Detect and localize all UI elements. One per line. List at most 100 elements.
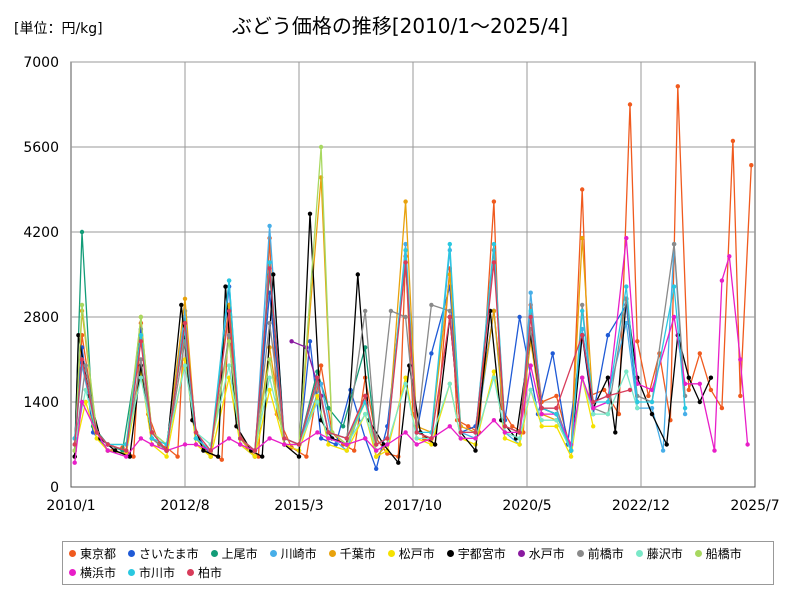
data-point [697, 381, 702, 386]
data-point [491, 369, 497, 374]
data-point [282, 436, 287, 441]
legend-label: 市川市 [139, 566, 176, 580]
data-point [226, 339, 232, 344]
data-point [624, 235, 629, 241]
data-point [664, 442, 669, 447]
data-point [374, 448, 379, 453]
data-point [635, 405, 640, 411]
data-point [388, 308, 394, 314]
data-point [502, 430, 508, 435]
data-point [267, 223, 272, 229]
data-point [627, 102, 633, 107]
data-point [326, 405, 331, 411]
data-point [226, 278, 232, 283]
data-point [201, 448, 206, 453]
data-point [385, 442, 390, 447]
data-point [613, 430, 618, 435]
data-point [712, 448, 717, 453]
legend-label: 水戸市 [528, 547, 565, 561]
data-point [226, 333, 232, 338]
data-point [223, 284, 228, 289]
data-point [72, 460, 77, 465]
legend-item: 市川市 [128, 563, 175, 582]
data-point [363, 345, 368, 350]
data-point [719, 405, 725, 411]
data-point [458, 430, 463, 435]
data-point [138, 357, 144, 362]
legend-label: 柏市 [198, 566, 223, 580]
legend-label: 東京都 [80, 547, 117, 561]
data-point [138, 339, 144, 344]
data-point [554, 424, 559, 429]
data-point [267, 260, 272, 265]
data-point [591, 411, 596, 417]
data-point [517, 436, 522, 441]
legend-label: 横浜市 [80, 566, 117, 580]
data-point [403, 248, 408, 253]
data-point [554, 411, 559, 417]
data-point [344, 448, 349, 453]
data-point [374, 454, 379, 459]
data-point [315, 393, 320, 399]
legend-item: 松戸市 [387, 544, 435, 563]
legend-item: 横浜市 [69, 563, 116, 582]
data-point [215, 454, 221, 459]
data-point [182, 442, 188, 447]
data-point [414, 430, 419, 435]
data-point [491, 375, 497, 380]
data-point [238, 436, 243, 441]
series-line [74, 358, 594, 458]
data-point [605, 411, 611, 417]
y-tick-label: 4200 [23, 225, 59, 241]
data-point [491, 260, 497, 265]
data-point [252, 448, 258, 453]
series-4 [72, 223, 688, 459]
data-point [333, 442, 338, 447]
data-point [568, 454, 574, 459]
legend-item: 東京都 [69, 544, 116, 563]
data-point [624, 369, 629, 374]
legend-marker [328, 550, 336, 557]
legend-marker [128, 550, 136, 557]
legend-marker [128, 569, 136, 576]
data-point [149, 430, 155, 435]
legend: 東京都 さいたま市 上尾市 川崎市 千葉市 松戸市 宇都宮市 水戸市 前橋市 藤沢市 船橋市 横浜市 市… [62, 541, 774, 585]
data-point [675, 84, 680, 89]
data-point [568, 448, 574, 453]
data-point [682, 411, 688, 417]
data-point [727, 254, 732, 259]
data-point [182, 363, 188, 368]
data-point [719, 278, 725, 283]
data-point [138, 314, 144, 320]
data-point [447, 381, 452, 386]
legend-marker [517, 550, 525, 557]
data-point [363, 411, 368, 417]
data-point [466, 424, 471, 429]
legend-label: 船橋市 [705, 547, 742, 561]
data-point [686, 375, 691, 380]
data-point [83, 399, 88, 405]
data-point [403, 381, 408, 386]
data-point [267, 266, 272, 271]
data-point [344, 442, 349, 447]
legend-item: 前橋市 [576, 544, 624, 563]
data-point [127, 454, 132, 459]
data-point [591, 399, 596, 405]
data-point [580, 302, 585, 308]
legend-marker [635, 550, 643, 557]
data-point [605, 333, 611, 338]
data-point [649, 405, 655, 411]
data-point [79, 302, 85, 308]
x-tick-label: 2025/7 [730, 498, 779, 514]
legend-item: 上尾市 [210, 544, 258, 563]
data-point [149, 442, 155, 447]
data-point [76, 333, 81, 338]
y-tick-label: 0 [50, 480, 59, 496]
y-tick-label: 5600 [23, 140, 59, 156]
data-point [318, 363, 324, 368]
data-point [528, 308, 533, 314]
series-14 [72, 260, 633, 453]
data-point [267, 375, 272, 380]
data-point [83, 387, 88, 393]
data-point [363, 436, 368, 441]
